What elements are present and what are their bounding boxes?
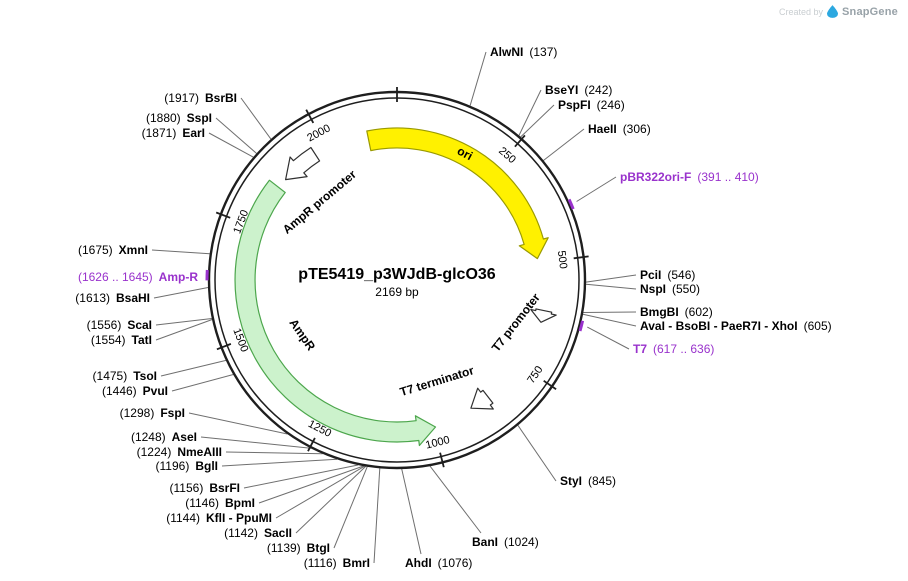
- scale-label-500: 500: [555, 250, 569, 270]
- feature-ampr-promoter[interactable]: [285, 146, 321, 181]
- enzyme-label-btgi[interactable]: (1139) BtgI: [267, 541, 330, 555]
- callout-line-tati: [155, 319, 213, 341]
- enzyme-label-bpmi[interactable]: (1146) BpmI: [185, 496, 255, 510]
- enzyme-label-pvui[interactable]: (1446) PvuI: [102, 384, 168, 398]
- feature-label-ampr[interactable]: AmpR: [286, 316, 318, 353]
- callout-line-scai: [155, 318, 213, 326]
- callout-line-ahdi: [401, 468, 422, 555]
- enzyme-label-nmeaiii[interactable]: (1224) NmeAIII: [137, 445, 222, 459]
- callout-line-sspi: [215, 117, 257, 154]
- branding: Created by SnapGene: [779, 5, 898, 18]
- enzyme-label-t7[interactable]: T7 (617 .. 636): [633, 342, 714, 356]
- enzyme-label-bgli[interactable]: (1196) BglI: [156, 459, 218, 473]
- feature-label-t7-terminator[interactable]: T7 terminator: [398, 363, 476, 399]
- callout-line-kfli-ppumi: [275, 465, 365, 519]
- enzyme-label-pbr322ori-f[interactable]: pBR322ori-F (391 .. 410): [620, 170, 759, 184]
- enzyme-label-pcii[interactable]: PciI (546): [640, 268, 695, 282]
- enzyme-label-bsrbi[interactable]: (1917) BsrBI: [164, 91, 237, 105]
- callout-line-tsoi: [160, 359, 227, 377]
- plasmid-name: pTE5419_p3WJdB-glcO36: [298, 266, 496, 283]
- callout-line-xmni: [151, 249, 210, 255]
- scale-tick-2000: [305, 109, 315, 124]
- enzyme-label-xmni[interactable]: (1675) XmnI: [78, 243, 148, 257]
- callout-line-pcii: [585, 274, 637, 283]
- callout-line-styi: [517, 425, 557, 482]
- snapgene-wordmark: SnapGene: [841, 5, 898, 18]
- callout-line-asei: [200, 436, 311, 449]
- callout-line-fspi: [188, 412, 288, 435]
- scale-label-2000: 2000: [305, 122, 332, 144]
- enzyme-label-haeii[interactable]: HaeII (306): [588, 122, 651, 136]
- scale-tick-750: [543, 380, 557, 391]
- callout-line-bmri: [373, 468, 381, 564]
- enzyme-label-kfli-ppumi[interactable]: (1144) KflI - PpuMI: [166, 511, 272, 525]
- callout-line-bsahi: [153, 287, 209, 299]
- feature-ori[interactable]: [366, 127, 549, 260]
- enzyme-label-avai-bsobi-paer7i-xhoi[interactable]: AvaI - BsoBI - PaeR7I - XhoI (605): [640, 319, 832, 333]
- callout-line-bani: [429, 465, 482, 534]
- callout-line-pvui: [171, 374, 234, 392]
- enzyme-label-fspi[interactable]: (1298) FspI: [120, 406, 185, 420]
- callout-line-nmeaiii: [225, 451, 323, 455]
- callout-line-nspi: [585, 283, 637, 290]
- enzyme-label-tsoi[interactable]: (1475) TsoI: [93, 369, 157, 383]
- callout-line-avai-bsobi-paer7i-xhoi: [582, 313, 637, 327]
- enzyme-label-sacii[interactable]: (1142) SacII: [224, 526, 292, 540]
- enzyme-label-styi[interactable]: StyI (845): [560, 474, 616, 488]
- enzyme-label-scai[interactable]: (1556) ScaI: [87, 318, 152, 332]
- enzyme-label-eari[interactable]: (1871) EarI: [142, 126, 205, 140]
- enzyme-label-ahdi[interactable]: AhdI (1076): [405, 556, 472, 570]
- enzyme-label-alwni[interactable]: AlwNI (137): [490, 45, 557, 59]
- callout-line-t7: [587, 326, 630, 350]
- enzyme-label-tati[interactable]: (1554) TatI: [91, 333, 152, 347]
- enzyme-label-amp-r[interactable]: (1626 .. 1645) Amp-R: [78, 270, 198, 284]
- callout-line-sacii: [295, 466, 367, 534]
- callout-line-alwni: [469, 51, 487, 106]
- enzyme-label-bmgbi[interactable]: BmgBI (602): [640, 305, 713, 319]
- enzyme-label-bsrfi[interactable]: (1156) BsrFI: [170, 481, 240, 495]
- callout-line-eari: [208, 132, 254, 158]
- callout-line-pspfi: [520, 104, 555, 138]
- scale-label-1000: 1000: [424, 434, 451, 452]
- callout-line-pbr322ori-f: [576, 176, 617, 202]
- scale-tick-1750: [215, 211, 231, 219]
- callout-line-bsrfi: [243, 464, 359, 489]
- scale-tick-500: [573, 255, 589, 260]
- created-by-text: Created by: [778, 6, 823, 17]
- feature-label-t7-promoter[interactable]: T7 promoter: [489, 290, 543, 354]
- scale-tick-1500: [216, 343, 232, 351]
- enzyme-label-bsahi[interactable]: (1613) BsaHI: [75, 291, 150, 305]
- callout-line-btgi: [333, 466, 368, 549]
- primer-pbr322ori-f[interactable]: [567, 198, 575, 210]
- enzyme-label-bani[interactable]: BanI (1024): [472, 535, 539, 549]
- callout-line-bseyi: [518, 89, 542, 136]
- callout-line-bgli: [221, 458, 338, 467]
- snapgene-logo-icon: [826, 5, 838, 18]
- plasmid-size-label: 2169 bp: [375, 285, 419, 299]
- enzyme-label-sspi[interactable]: (1880) SspI: [146, 111, 212, 125]
- feature-t7-terminator[interactable]: [470, 387, 494, 410]
- feature-t7-promoter[interactable]: [530, 308, 557, 323]
- callout-line-bpmi: [258, 465, 364, 504]
- callout-line-bsrbi: [240, 97, 272, 140]
- enzyme-label-nspi[interactable]: NspI (550): [640, 282, 700, 296]
- feature-label-ori[interactable]: ori: [455, 144, 475, 164]
- feature-ampr[interactable]: [234, 179, 437, 447]
- enzyme-label-bmri[interactable]: (1116) BmrI: [304, 556, 370, 570]
- callout-line-bmgbi: [583, 311, 637, 313]
- callout-line-haeii: [543, 128, 585, 161]
- enzyme-label-pspfi[interactable]: PspFI (246): [558, 98, 625, 112]
- enzyme-label-bseyi[interactable]: BseYI (242): [545, 83, 612, 97]
- scale-tick-1000: [439, 452, 445, 468]
- primer-t7[interactable]: [578, 320, 585, 332]
- scale-label-250: 250: [496, 145, 518, 166]
- scale-tick-1250: [307, 437, 316, 452]
- enzyme-label-asei[interactable]: (1248) AseI: [131, 430, 197, 444]
- scale-tick-250: [514, 134, 526, 148]
- scale-label-750: 750: [525, 364, 545, 386]
